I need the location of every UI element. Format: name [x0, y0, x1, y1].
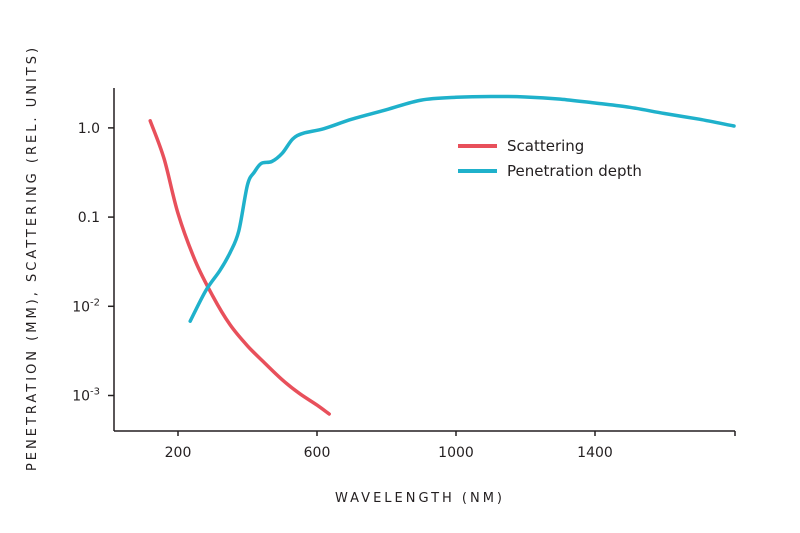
x-axis-title: WAVELENGTH (NM): [335, 491, 505, 506]
legend: Scattering Penetration depth: [458, 137, 642, 180]
y-tick-label: 10-2: [72, 297, 100, 315]
series-lines: [148, 94, 736, 416]
x-tick-label: 1000: [438, 445, 474, 461]
y-axis-title: PENETRATION (MM), SCATTERING (REL. UNITS…: [25, 45, 40, 471]
y-tick-label: 1.0: [78, 121, 100, 137]
x-axis-ticks: 200 600 1000 1400: [165, 431, 613, 461]
y-tick-label: 0.1: [78, 210, 100, 226]
series-line-scattering: [148, 119, 331, 416]
legend-label-penetration-depth: Penetration depth: [507, 162, 642, 180]
y-tick-label: 10-3: [72, 387, 100, 405]
y-axis-ticks: 1.0 0.1 10-2 10-3: [72, 121, 114, 405]
legend-label-scattering: Scattering: [507, 137, 584, 155]
x-tick-label: 200: [165, 445, 192, 461]
x-tick-label: 600: [304, 445, 331, 461]
series-line-penetration-depth: [188, 94, 736, 323]
axes: [113, 88, 736, 436]
x-tick-label: 1400: [577, 445, 613, 461]
